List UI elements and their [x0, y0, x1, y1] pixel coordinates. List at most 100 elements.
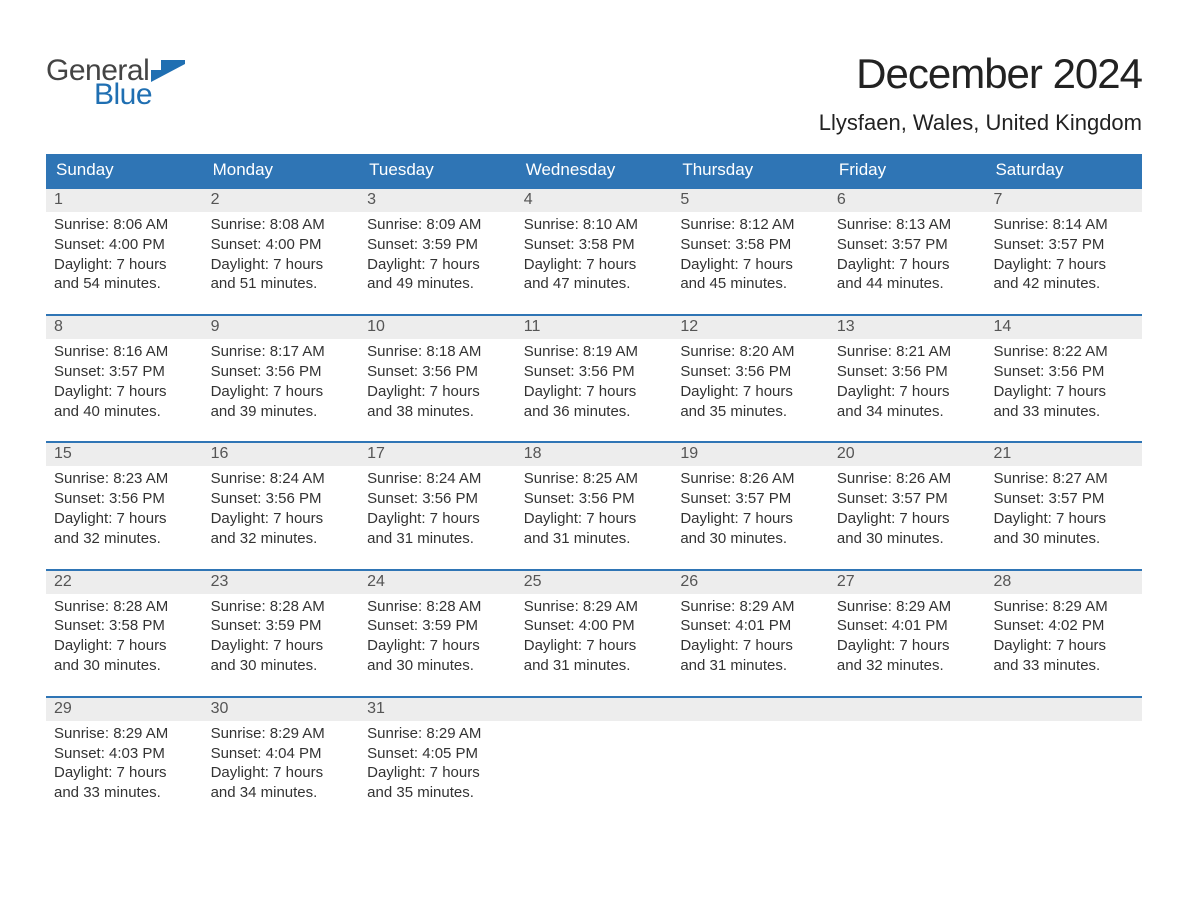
day-header: Thursday [672, 154, 829, 187]
day-number: 24 [359, 571, 516, 594]
title-block: December 2024 Llysfaen, Wales, United Ki… [819, 50, 1142, 136]
calendar-week: 22Sunrise: 8:28 AMSunset: 3:58 PMDayligh… [46, 569, 1142, 680]
calendar-day: 19Sunrise: 8:26 AMSunset: 3:57 PMDayligh… [672, 443, 829, 552]
day-number: 28 [985, 571, 1142, 594]
calendar-day: 11Sunrise: 8:19 AMSunset: 3:56 PMDayligh… [516, 316, 673, 425]
day-number: 17 [359, 443, 516, 466]
day-details: Sunrise: 8:29 AMSunset: 4:02 PMDaylight:… [985, 594, 1142, 680]
daylight-line: Daylight: 7 hours and 30 minutes. [54, 636, 195, 676]
day-details: Sunrise: 8:14 AMSunset: 3:57 PMDaylight:… [985, 212, 1142, 298]
day-number: 21 [985, 443, 1142, 466]
daylight-line: Daylight: 7 hours and 54 minutes. [54, 255, 195, 295]
day-details: Sunrise: 8:09 AMSunset: 3:59 PMDaylight:… [359, 212, 516, 298]
sunrise-line: Sunrise: 8:12 AM [680, 215, 821, 235]
brand-word-2: Blue [94, 80, 185, 110]
sunrise-line: Sunrise: 8:17 AM [211, 342, 352, 362]
sunset-line: Sunset: 4:01 PM [837, 616, 978, 636]
daylight-line: Daylight: 7 hours and 34 minutes. [837, 382, 978, 422]
day-details: Sunrise: 8:29 AMSunset: 4:01 PMDaylight:… [672, 594, 829, 680]
day-details: Sunrise: 8:24 AMSunset: 3:56 PMDaylight:… [359, 466, 516, 552]
sunrise-line: Sunrise: 8:09 AM [367, 215, 508, 235]
sunset-line: Sunset: 4:00 PM [54, 235, 195, 255]
day-number: 30 [203, 698, 360, 721]
day-details: Sunrise: 8:12 AMSunset: 3:58 PMDaylight:… [672, 212, 829, 298]
day-details: Sunrise: 8:18 AMSunset: 3:56 PMDaylight:… [359, 339, 516, 425]
calendar-day: 7Sunrise: 8:14 AMSunset: 3:57 PMDaylight… [985, 189, 1142, 298]
weeks-container: 1Sunrise: 8:06 AMSunset: 4:00 PMDaylight… [46, 187, 1142, 807]
day-header: Wednesday [516, 154, 673, 187]
day-details: Sunrise: 8:16 AMSunset: 3:57 PMDaylight:… [46, 339, 203, 425]
calendar-day: 8Sunrise: 8:16 AMSunset: 3:57 PMDaylight… [46, 316, 203, 425]
daylight-line: Daylight: 7 hours and 33 minutes. [993, 636, 1134, 676]
sunrise-line: Sunrise: 8:29 AM [837, 597, 978, 617]
sunrise-line: Sunrise: 8:21 AM [837, 342, 978, 362]
day-number: 26 [672, 571, 829, 594]
sunset-line: Sunset: 3:56 PM [993, 362, 1134, 382]
sunset-line: Sunset: 4:00 PM [524, 616, 665, 636]
sunset-line: Sunset: 3:56 PM [54, 489, 195, 509]
day-number [516, 698, 673, 721]
day-number: 2 [203, 189, 360, 212]
day-number [672, 698, 829, 721]
day-number: 23 [203, 571, 360, 594]
day-number: 19 [672, 443, 829, 466]
sunset-line: Sunset: 4:04 PM [211, 744, 352, 764]
calendar-day: 9Sunrise: 8:17 AMSunset: 3:56 PMDaylight… [203, 316, 360, 425]
calendar-day: 14Sunrise: 8:22 AMSunset: 3:56 PMDayligh… [985, 316, 1142, 425]
day-details: Sunrise: 8:08 AMSunset: 4:00 PMDaylight:… [203, 212, 360, 298]
calendar-day: 25Sunrise: 8:29 AMSunset: 4:00 PMDayligh… [516, 571, 673, 680]
calendar-day: 20Sunrise: 8:26 AMSunset: 3:57 PMDayligh… [829, 443, 986, 552]
day-number: 20 [829, 443, 986, 466]
sunrise-line: Sunrise: 8:24 AM [367, 469, 508, 489]
sunrise-line: Sunrise: 8:08 AM [211, 215, 352, 235]
calendar-day: 28Sunrise: 8:29 AMSunset: 4:02 PMDayligh… [985, 571, 1142, 680]
sunset-line: Sunset: 3:56 PM [837, 362, 978, 382]
sunset-line: Sunset: 3:57 PM [54, 362, 195, 382]
sunset-line: Sunset: 3:59 PM [367, 616, 508, 636]
calendar-day: 2Sunrise: 8:08 AMSunset: 4:00 PMDaylight… [203, 189, 360, 298]
sunrise-line: Sunrise: 8:27 AM [993, 469, 1134, 489]
daylight-line: Daylight: 7 hours and 30 minutes. [837, 509, 978, 549]
sunset-line: Sunset: 3:56 PM [524, 362, 665, 382]
daylight-line: Daylight: 7 hours and 31 minutes. [524, 509, 665, 549]
day-details: Sunrise: 8:17 AMSunset: 3:56 PMDaylight:… [203, 339, 360, 425]
sunset-line: Sunset: 3:56 PM [211, 489, 352, 509]
day-details: Sunrise: 8:28 AMSunset: 3:59 PMDaylight:… [203, 594, 360, 680]
sunrise-line: Sunrise: 8:29 AM [680, 597, 821, 617]
sunset-line: Sunset: 3:56 PM [524, 489, 665, 509]
day-details: Sunrise: 8:28 AMSunset: 3:58 PMDaylight:… [46, 594, 203, 680]
daylight-line: Daylight: 7 hours and 45 minutes. [680, 255, 821, 295]
sunrise-line: Sunrise: 8:13 AM [837, 215, 978, 235]
day-details: Sunrise: 8:26 AMSunset: 3:57 PMDaylight:… [672, 466, 829, 552]
day-number: 3 [359, 189, 516, 212]
sunrise-line: Sunrise: 8:28 AM [211, 597, 352, 617]
day-details: Sunrise: 8:06 AMSunset: 4:00 PMDaylight:… [46, 212, 203, 298]
page-title: December 2024 [819, 50, 1142, 98]
day-number: 31 [359, 698, 516, 721]
sunrise-line: Sunrise: 8:18 AM [367, 342, 508, 362]
daylight-line: Daylight: 7 hours and 33 minutes. [993, 382, 1134, 422]
day-details: Sunrise: 8:29 AMSunset: 4:00 PMDaylight:… [516, 594, 673, 680]
daylight-line: Daylight: 7 hours and 42 minutes. [993, 255, 1134, 295]
sunrise-line: Sunrise: 8:10 AM [524, 215, 665, 235]
sunset-line: Sunset: 4:05 PM [367, 744, 508, 764]
day-number: 27 [829, 571, 986, 594]
calendar-day: 15Sunrise: 8:23 AMSunset: 3:56 PMDayligh… [46, 443, 203, 552]
sunset-line: Sunset: 3:59 PM [211, 616, 352, 636]
calendar-day: 12Sunrise: 8:20 AMSunset: 3:56 PMDayligh… [672, 316, 829, 425]
sunset-line: Sunset: 3:58 PM [524, 235, 665, 255]
calendar-day: 10Sunrise: 8:18 AMSunset: 3:56 PMDayligh… [359, 316, 516, 425]
daylight-line: Daylight: 7 hours and 34 minutes. [211, 763, 352, 803]
calendar-week: 29Sunrise: 8:29 AMSunset: 4:03 PMDayligh… [46, 696, 1142, 807]
sunrise-line: Sunrise: 8:22 AM [993, 342, 1134, 362]
day-details: Sunrise: 8:22 AMSunset: 3:56 PMDaylight:… [985, 339, 1142, 425]
daylight-line: Daylight: 7 hours and 38 minutes. [367, 382, 508, 422]
document-header: General Blue December 2024 Llysfaen, Wal… [46, 50, 1142, 136]
calendar-day: 31Sunrise: 8:29 AMSunset: 4:05 PMDayligh… [359, 698, 516, 807]
sunrise-line: Sunrise: 8:26 AM [680, 469, 821, 489]
calendar-header-row: Sunday Monday Tuesday Wednesday Thursday… [46, 154, 1142, 187]
sunset-line: Sunset: 3:56 PM [367, 489, 508, 509]
sunrise-line: Sunrise: 8:29 AM [993, 597, 1134, 617]
day-number: 11 [516, 316, 673, 339]
sunset-line: Sunset: 3:57 PM [680, 489, 821, 509]
